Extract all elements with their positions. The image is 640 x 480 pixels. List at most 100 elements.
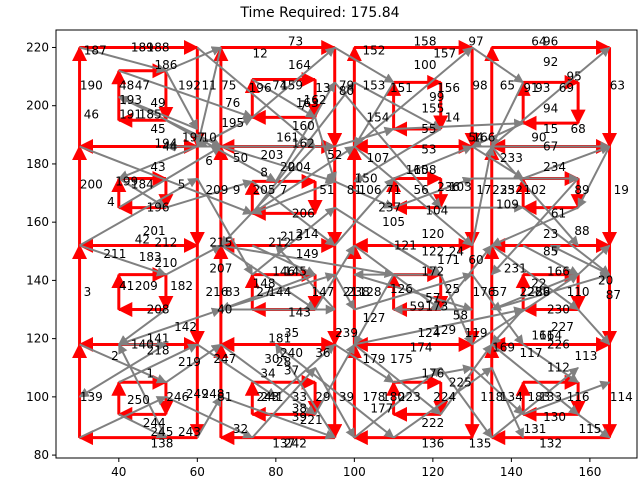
node-label: 120: [421, 227, 444, 241]
node-label: 233: [500, 151, 523, 165]
node-label: 188: [147, 40, 170, 54]
node-label: 69: [559, 81, 574, 95]
y-tick-label: 120: [26, 332, 49, 346]
node-label: 115: [578, 422, 601, 436]
node-label: 140: [131, 337, 154, 351]
node-label: 9: [233, 183, 241, 197]
y-axis: 80 100 120 140 160 180 200 220: [26, 40, 56, 462]
route-segment: [196, 116, 253, 148]
node-label: 214: [296, 227, 319, 241]
node-label: 191: [119, 107, 142, 121]
node-label: 100: [414, 58, 437, 72]
node-label: 153: [363, 78, 386, 92]
route-segment: [220, 272, 336, 311]
node-label: 32: [233, 422, 248, 436]
node-label: 244: [143, 416, 166, 430]
route-segment: [165, 46, 222, 72]
route-segment: [577, 413, 611, 439]
node-label: 54: [468, 131, 483, 145]
node-label: 104: [425, 204, 448, 218]
node-label: 219: [178, 355, 201, 369]
node-label: 71: [386, 183, 401, 197]
route-segment: [491, 46, 611, 148]
route-segment: [471, 122, 524, 148]
route-segment: [196, 343, 277, 398]
node-label: 130: [543, 410, 566, 424]
node-label: 249: [186, 387, 209, 401]
node-label: 112: [547, 361, 570, 375]
node-label: 21: [343, 285, 358, 299]
node-label: 64: [531, 35, 546, 49]
node-label: 234: [543, 160, 566, 174]
y-tick-label: 160: [26, 215, 49, 229]
route-segment: [549, 244, 610, 276]
node-label: 11: [201, 78, 216, 92]
node-label: 186: [154, 58, 177, 72]
node-label: 175: [390, 352, 413, 366]
route-segment: [251, 180, 336, 215]
route-segment: [275, 343, 336, 398]
route-segment: [165, 179, 254, 209]
route-segment: [220, 244, 395, 279]
route-segment: [79, 46, 167, 74]
node-label: 135: [469, 436, 492, 450]
node-label: 79: [339, 78, 354, 92]
node-label: 230: [547, 303, 570, 317]
node-label: 137: [272, 436, 295, 450]
node-label: 113: [575, 349, 598, 363]
node-label: 76: [225, 96, 240, 110]
node-label: 3: [84, 285, 92, 299]
node-label: 210: [154, 256, 177, 270]
node-label: 189: [131, 40, 154, 54]
gray-route-13: [196, 343, 525, 440]
node-label: 212: [154, 236, 177, 250]
node-label: 155: [421, 102, 444, 116]
route-segment: [353, 145, 473, 247]
node-label: 88: [574, 224, 589, 238]
route-segment: [275, 244, 336, 311]
node-label: 160: [292, 119, 315, 133]
node-label: 45: [150, 122, 165, 136]
node-label: 39: [292, 410, 307, 424]
node-label: 156: [437, 81, 460, 95]
node-label: 221: [300, 413, 323, 427]
gray-route-7: [196, 46, 525, 346]
chart-title: Time Required: 175.84: [239, 5, 399, 21]
node-label: 213: [280, 230, 303, 244]
node-label: 124: [417, 326, 440, 340]
route-segment: [577, 146, 611, 209]
x-tick-label: 160: [578, 465, 601, 479]
route-segment: [522, 244, 579, 276]
node-label: 178: [363, 390, 386, 404]
node-label: 187: [84, 43, 107, 57]
node-label: 128: [359, 285, 382, 299]
y-tick-label: 180: [26, 157, 49, 171]
node-label: 162: [304, 93, 327, 107]
node-label: 157: [433, 46, 456, 60]
node-label: 7: [280, 183, 288, 197]
route-segment: [220, 343, 316, 416]
route-segment: [251, 78, 316, 119]
route-segment: [118, 145, 222, 209]
node-label: 246: [166, 390, 189, 404]
gray-route-series: [78, 46, 611, 440]
node-label: 81: [347, 183, 362, 197]
route-segment: [334, 126, 395, 148]
node-label: 37: [284, 364, 299, 378]
gray-route-9: [79, 177, 611, 346]
node-label: 73: [288, 35, 303, 49]
x-tick-label: 40: [111, 465, 126, 479]
node-label: 67: [543, 139, 558, 153]
route-segment: [522, 380, 611, 416]
node-label: 232: [500, 183, 523, 197]
route-segment: [522, 206, 611, 276]
route-segment: [251, 145, 356, 215]
route-segment: [79, 343, 167, 384]
node-label: 182: [170, 279, 193, 293]
x-tick-label: 60: [190, 465, 205, 479]
route-segment: [491, 244, 579, 311]
node-label: 222: [421, 416, 444, 430]
node-label: 197: [182, 131, 205, 145]
node-label: 93: [535, 81, 550, 95]
